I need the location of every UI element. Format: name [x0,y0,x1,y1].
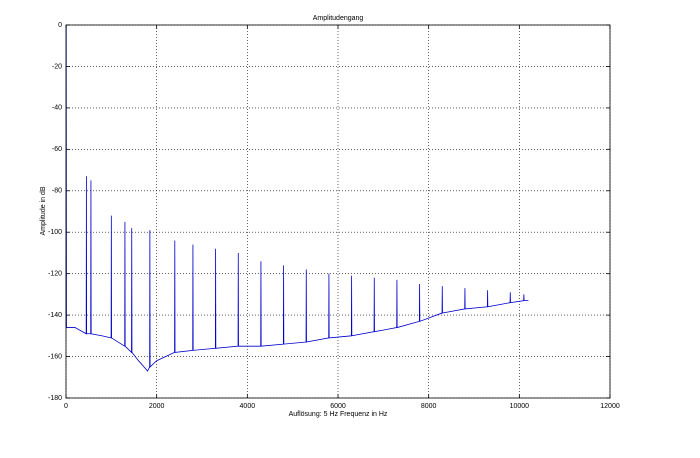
x-tick-label: 4000 [240,403,256,410]
y-tick-label: -40 [52,105,62,112]
x-tick-label: 2000 [149,403,165,410]
plot-frame [65,24,611,399]
y-tick-label: -100 [48,229,62,236]
x-tick-label: 8000 [421,403,437,410]
x-axis-label: Auflösung: 5 Hz Frequenz in Hz [289,411,388,418]
y-tick-label: 0 [58,22,62,29]
y-tick-label: -180 [48,395,62,402]
y-tick-label: -160 [48,353,62,360]
x-tick-label: 6000 [330,403,346,410]
y-tick-label: -140 [48,312,62,319]
y-axis-label: Amplitude in dB [40,186,47,235]
x-tick-label: 10000 [510,403,530,410]
y-tick-label: -60 [52,146,62,153]
chart-title: Amplitudengang [313,15,364,22]
spectrum-line [65,24,529,372]
x-tick-label: 12000 [600,403,620,410]
y-tick-label: -80 [52,188,62,195]
y-tick-label: -20 [52,63,62,70]
x-tick-label: 0 [64,403,68,410]
y-tick-label: -120 [48,271,62,278]
